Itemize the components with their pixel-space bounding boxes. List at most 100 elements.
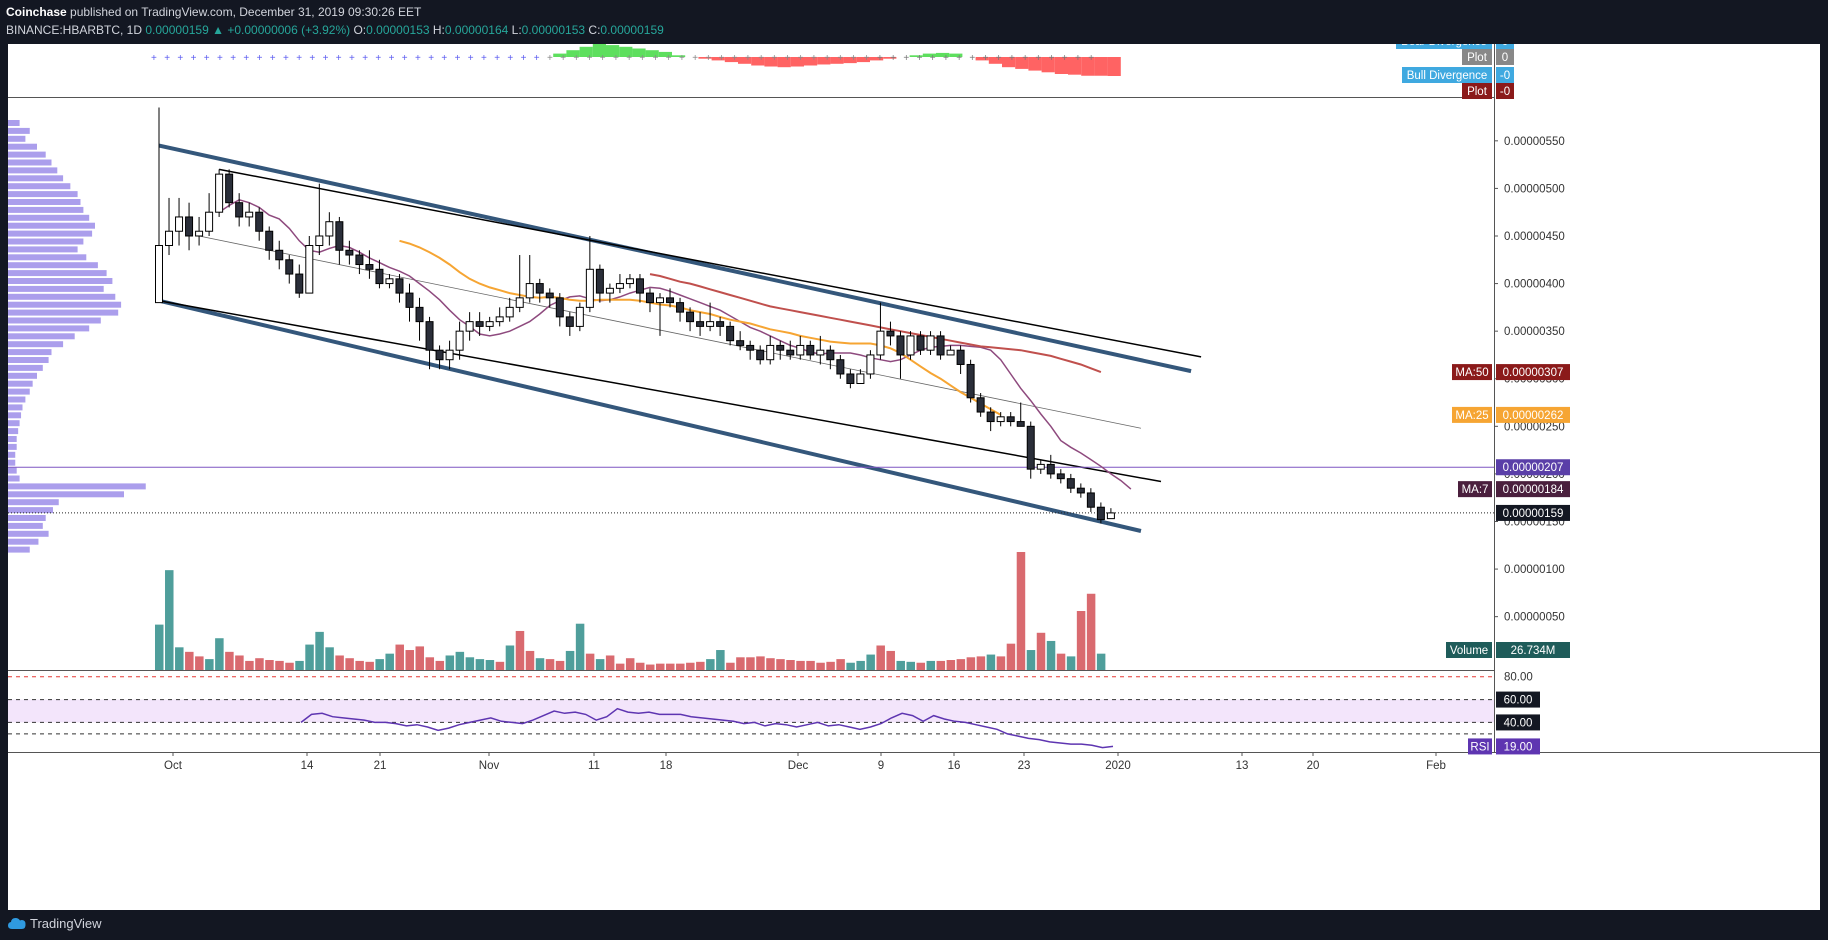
volume-profile-bar bbox=[8, 175, 64, 182]
candle-body bbox=[656, 297, 664, 304]
date-tick-label: 2020 bbox=[1105, 760, 1131, 772]
candle-body bbox=[265, 230, 274, 251]
candle-body bbox=[195, 230, 204, 237]
price-tick-label: 0.00000550 bbox=[1504, 136, 1565, 148]
candle-body bbox=[826, 349, 835, 361]
volume-name-label: Volume bbox=[1450, 645, 1488, 657]
candle-body bbox=[305, 245, 314, 294]
ma25-value-label: 0.00000262 bbox=[1503, 410, 1564, 422]
volume-profile-bar bbox=[8, 428, 19, 435]
divergence-dot: + bbox=[1009, 53, 1015, 64]
volume-profile-bar bbox=[8, 459, 16, 466]
candle-body bbox=[696, 321, 705, 327]
volume-bar bbox=[625, 658, 635, 670]
divergence-segment bbox=[724, 57, 738, 63]
volume-bar bbox=[866, 654, 875, 670]
volume-profile-bar bbox=[8, 262, 98, 269]
ma50-value-label-bg bbox=[1496, 364, 1570, 381]
volume-bar bbox=[916, 662, 926, 670]
divergence-dot: + bbox=[547, 53, 553, 64]
ma25-name-label: MA:25 bbox=[1455, 410, 1488, 422]
volume-bar bbox=[696, 661, 705, 670]
volume-profile-bar bbox=[8, 530, 49, 537]
rsi-name-label: RSI bbox=[1470, 741, 1489, 753]
symbol-label[interactable]: BINANCE:HBARBTC, 1D bbox=[6, 23, 143, 37]
tradingview-logo[interactable]: TradingView bbox=[8, 916, 102, 931]
open-label: O: bbox=[353, 23, 367, 37]
divergence-segment bbox=[870, 57, 884, 61]
chart-canvas[interactable]: + + + + + + + + + + + + + + + + + + + + + + + + + + + + + + + + + + + + + + + +… bbox=[8, 44, 1820, 910]
candle-body bbox=[405, 292, 414, 308]
volume-bar bbox=[565, 650, 575, 670]
price-tick-label: 0.00000350 bbox=[1504, 326, 1565, 338]
volume-bar bbox=[1076, 611, 1086, 670]
divergence-dot: + bbox=[785, 53, 791, 64]
divergence-dot: + bbox=[996, 53, 1002, 64]
channel-line bbox=[218, 168, 1202, 358]
volume-bar bbox=[756, 656, 765, 670]
divergence-dot: + bbox=[389, 53, 395, 64]
volume-bar bbox=[455, 651, 465, 670]
divergence-dot: + bbox=[1049, 53, 1055, 64]
volume-profile-bar bbox=[8, 507, 53, 514]
candle-body bbox=[756, 349, 765, 361]
divergence-segment bbox=[1054, 57, 1068, 74]
divergence-dot: + bbox=[481, 53, 487, 64]
volume-profile-bar bbox=[8, 372, 37, 379]
divergence-dot: + bbox=[719, 53, 725, 64]
candle-body bbox=[155, 245, 163, 304]
volume-bar bbox=[986, 654, 996, 670]
volume-bar bbox=[976, 656, 986, 670]
divergence-segment bbox=[1002, 57, 1016, 68]
plot1-label: Plot bbox=[1467, 52, 1488, 64]
price-tick-label: 0.00000500 bbox=[1504, 183, 1565, 195]
publisher-name[interactable]: Coinchase bbox=[6, 5, 67, 19]
price-tick-label: 0.00000050 bbox=[1504, 612, 1565, 624]
chart-area[interactable]: + + + + + + + + + + + + + + + + + + + + + + + + + + + + + + + + + + + + + + + +… bbox=[8, 44, 1820, 910]
divergence-segment bbox=[1041, 57, 1055, 73]
divergence-dot: + bbox=[455, 53, 461, 64]
volume-profile-bar bbox=[8, 325, 90, 332]
candle-body bbox=[615, 283, 624, 289]
volume-bar bbox=[555, 660, 565, 670]
divergence-dot: + bbox=[983, 53, 989, 64]
divergence-dot: + bbox=[164, 53, 170, 64]
volume-profile-bar bbox=[8, 380, 33, 387]
volume-bars bbox=[155, 552, 1106, 670]
candle-body bbox=[806, 344, 815, 356]
divergence-segment bbox=[922, 53, 936, 57]
divergence-dot: + bbox=[666, 53, 672, 64]
candle-body bbox=[726, 325, 735, 342]
divergence-dot: + bbox=[257, 53, 263, 64]
volume-profile-bar bbox=[8, 135, 26, 142]
chart-header: Coinchase published on TradingView.com, … bbox=[0, 0, 1828, 44]
divergence-dot: + bbox=[890, 53, 896, 64]
candle-body bbox=[846, 373, 855, 385]
volume-bar bbox=[385, 653, 394, 670]
candle-body bbox=[856, 373, 865, 385]
volume-bar bbox=[535, 658, 545, 670]
volume-bar bbox=[495, 661, 505, 670]
volume-bar bbox=[1066, 656, 1076, 670]
volume-value-label: 26.734M bbox=[1511, 645, 1556, 657]
volume-bar bbox=[485, 660, 495, 670]
close-value: 0.00000159 bbox=[600, 23, 664, 37]
candle-body bbox=[185, 216, 194, 237]
divergence-segment bbox=[658, 51, 672, 57]
volume-profile-bar bbox=[8, 254, 87, 261]
divergence-segment bbox=[830, 57, 844, 64]
volume-bar bbox=[1016, 552, 1026, 670]
bear-divergence-value-bg bbox=[1496, 44, 1514, 49]
volume-bar bbox=[896, 660, 905, 670]
volume-profile-bar bbox=[8, 546, 30, 553]
candle-body bbox=[445, 349, 454, 361]
volume-bar bbox=[395, 644, 404, 670]
volume-profile-bar bbox=[8, 443, 17, 450]
divergence-dot: + bbox=[204, 53, 210, 64]
date-tick-label: Nov bbox=[479, 760, 500, 772]
volume-profile-bar bbox=[8, 349, 52, 356]
divergence-dot: + bbox=[309, 53, 315, 64]
volume-bar bbox=[996, 656, 1006, 670]
volume-bar bbox=[335, 655, 344, 670]
candle-body bbox=[736, 340, 745, 346]
